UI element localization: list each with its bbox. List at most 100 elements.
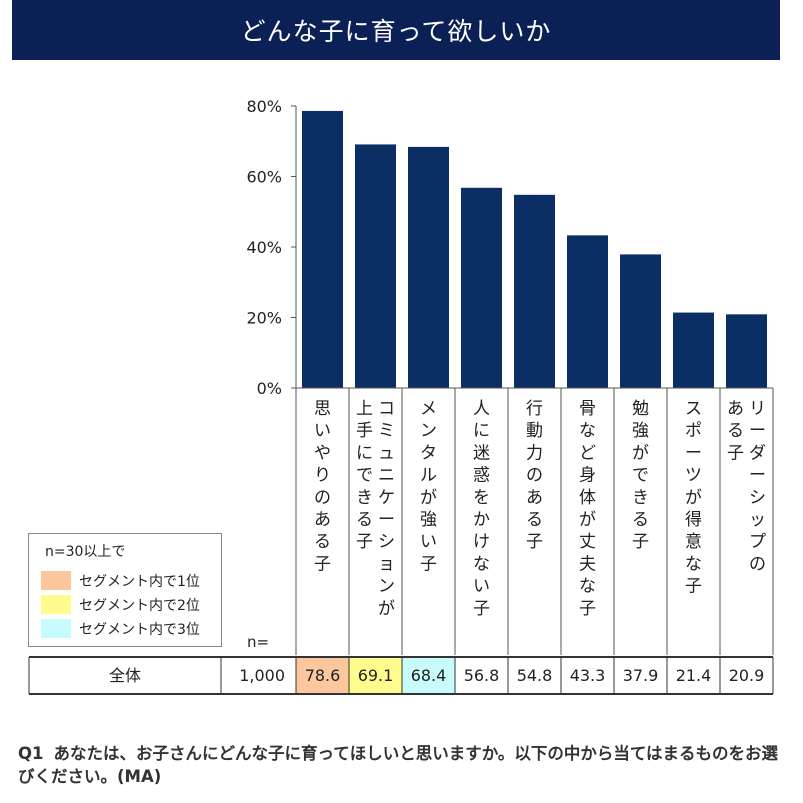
category-label-char: 身 xyxy=(579,466,596,486)
category-label-char: い xyxy=(314,421,331,441)
legend-title: n=30以上で xyxy=(45,544,126,560)
category-label-char: メ xyxy=(420,399,437,419)
y-tick-label: 0% xyxy=(257,379,282,398)
data-label: 56.8 xyxy=(464,666,500,685)
category-label-char: 手 xyxy=(356,421,373,441)
category-label-char: タ xyxy=(420,443,437,463)
legend-label: セグメント内で1位 xyxy=(79,573,200,590)
header-bar: どんな子に育って欲しいか xyxy=(12,0,780,60)
bar xyxy=(567,235,608,388)
category-label-char: で xyxy=(356,466,373,486)
value-cell-highlight xyxy=(349,658,402,693)
category-label-char: か xyxy=(473,510,490,530)
category-label-char: の xyxy=(314,488,331,508)
category-label-char: ョ xyxy=(378,554,395,574)
category-label-char: ツ xyxy=(685,466,702,486)
category-label-char: シ xyxy=(749,488,766,508)
category-label-char: ダ xyxy=(749,443,766,463)
data-label: 21.4 xyxy=(676,666,712,685)
data-label: 69.1 xyxy=(358,666,394,685)
category-label-char: ー xyxy=(378,510,395,530)
category-label-char: い xyxy=(420,532,437,552)
category-label-char: り xyxy=(314,466,331,486)
category-label-char: 子 xyxy=(314,554,331,574)
category-label-char: る xyxy=(727,421,744,441)
category-label-char: 惑 xyxy=(473,466,490,486)
category-label-char: ケ xyxy=(378,488,395,508)
category-label-char: が xyxy=(632,443,649,463)
category-label-char: 子 xyxy=(420,554,437,574)
bar xyxy=(461,187,502,388)
category-label-char: 子 xyxy=(473,599,490,619)
category-label-char: が xyxy=(420,488,437,508)
category-label-char: 子 xyxy=(579,599,596,619)
category-label-char: あ xyxy=(526,488,543,508)
bar xyxy=(302,110,343,388)
category-label-char: 子 xyxy=(526,532,543,552)
category-label-char: 人 xyxy=(473,399,490,419)
legend: n=30以上で セグメント内で1位 セグメント内で2位 セグメント内で3位 xyxy=(28,533,222,647)
category-label-char: や xyxy=(314,443,331,463)
page-title: どんな子に育って欲しいか xyxy=(240,17,552,46)
category-label-char: が xyxy=(685,488,702,508)
legend-item-rank2: セグメント内で2位 xyxy=(41,595,200,614)
legend-item-rank3: セグメント内で3位 xyxy=(41,619,200,638)
category-label-char: が xyxy=(579,510,596,530)
bar xyxy=(514,194,555,388)
category-label-char: が xyxy=(378,599,395,619)
data-label: 20.9 xyxy=(729,666,765,685)
category-label-char: 勉 xyxy=(632,399,649,419)
category-label-char: ミ xyxy=(378,421,395,441)
question-body: あなたは、お子さんにどんな子に育ってほしいと思いますか。以下の中から当てはまるも… xyxy=(18,744,779,786)
legend-label: セグメント内で2位 xyxy=(79,597,200,614)
data-label: 37.9 xyxy=(623,666,659,685)
data-label: 54.8 xyxy=(517,666,553,685)
y-tick-label: 80% xyxy=(246,97,282,116)
category-label-char: ス xyxy=(685,399,702,419)
category-label-char: あ xyxy=(727,399,744,419)
category-label-char: 子 xyxy=(727,443,744,463)
category-label-char: 力 xyxy=(526,443,543,463)
category-label-char: 子 xyxy=(632,532,649,552)
category-label-char: る xyxy=(632,510,649,530)
category-label-char: 丈 xyxy=(579,532,596,552)
category-label-char: ン xyxy=(420,421,437,441)
category-label-char: ー xyxy=(749,466,766,486)
category-label-char: シ xyxy=(378,532,395,552)
category-label-char: い xyxy=(473,577,490,597)
category-label-char: る xyxy=(526,510,543,530)
category-label-char: に xyxy=(356,443,373,463)
category-label-char: の xyxy=(749,554,766,574)
category-label-char: ン xyxy=(378,577,395,597)
question-number: Q1 xyxy=(18,744,44,763)
category-label-char: リ xyxy=(749,399,766,419)
legend-swatch xyxy=(41,595,71,614)
category-label-char: 得 xyxy=(685,510,702,530)
category-label-char: プ xyxy=(749,532,766,552)
legend-item-rank1: セグメント内で1位 xyxy=(41,571,200,590)
category-label-char: 強 xyxy=(632,421,649,441)
category-label-char: 子 xyxy=(356,532,373,552)
bar xyxy=(620,254,661,388)
table-n-value: 1,000 xyxy=(239,666,285,685)
category-label-char: 強 xyxy=(420,510,437,530)
data-label: 43.3 xyxy=(570,666,606,685)
category-label-char: な xyxy=(685,554,702,574)
category-label-char: 思 xyxy=(314,399,331,419)
category-label-char: を xyxy=(473,488,490,508)
category-label-char: ニ xyxy=(378,466,395,486)
data-label: 68.4 xyxy=(411,666,447,685)
category-label-char: 行 xyxy=(526,399,543,419)
category-label-char: ル xyxy=(420,466,437,486)
category-label-char: に xyxy=(473,421,490,441)
bar xyxy=(408,146,449,388)
bar xyxy=(673,312,714,388)
y-tick-label: 20% xyxy=(246,309,282,328)
category-label-char: 子 xyxy=(685,577,702,597)
legend-label: セグメント内で3位 xyxy=(79,621,200,638)
table-row-label: 全体 xyxy=(109,666,141,685)
y-tick-label: 60% xyxy=(246,168,282,187)
category-label-char: き xyxy=(356,488,373,508)
category-label-char: な xyxy=(473,554,490,574)
